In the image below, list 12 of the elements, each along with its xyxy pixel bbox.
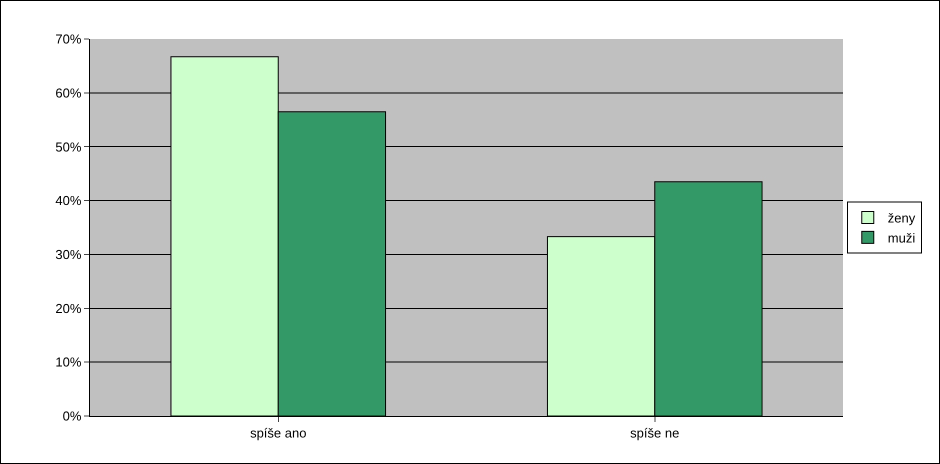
x-tick-label: spíše ano xyxy=(250,426,306,441)
y-tick-label: 60% xyxy=(55,85,82,100)
y-tick-label: 70% xyxy=(55,32,82,47)
y-tick-label: 0% xyxy=(62,408,82,424)
y-tick-label: 40% xyxy=(55,193,82,208)
legend-label: ženy xyxy=(888,210,916,226)
legend-label: muži xyxy=(888,230,916,246)
y-tick-label: 20% xyxy=(55,300,82,316)
y-tick-label: 10% xyxy=(55,354,82,370)
x-tick-label: spíše ne xyxy=(630,426,680,441)
y-tick-label: 30% xyxy=(55,246,82,262)
y-tick-label: 50% xyxy=(55,139,82,154)
